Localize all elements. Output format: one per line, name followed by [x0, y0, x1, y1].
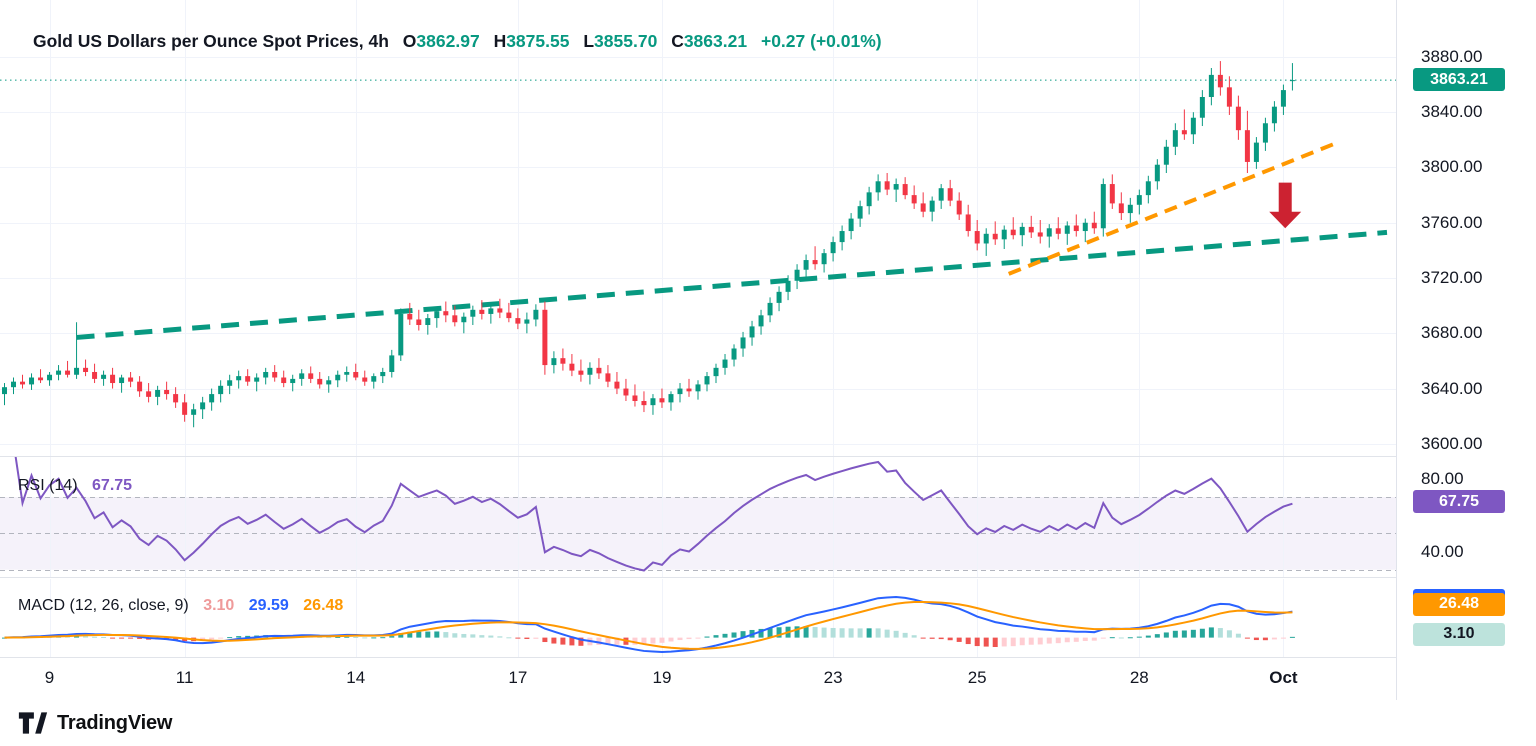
ohlc-open: O3862.97 [402, 31, 480, 51]
time-axis-label: 9 [44, 668, 55, 687]
time-axis-label: 11 [175, 668, 194, 687]
macd-pane-canvas[interactable] [0, 579, 1396, 658]
macd-legend[interactable]: MACD (12, 26, close, 9) 3.10 29.59 26.48 [18, 597, 343, 615]
ohlc-low: L3855.70 [583, 31, 658, 51]
tradingview-logo-icon[interactable] [18, 711, 48, 735]
price-tick-label: 3840.00 [1421, 102, 1483, 122]
rsi-title: RSI (14) [18, 477, 78, 494]
time-axis[interactable]: 9 11 14 17 19 23 25 28 Oct [0, 658, 1396, 700]
time-axis-label: 17 [508, 668, 528, 687]
time-axis-label: 23 [823, 668, 843, 687]
price-change: +0.27 (+0.01%) [760, 31, 882, 51]
macd-line-value: 29.59 [248, 597, 289, 614]
pane-separator[interactable] [0, 456, 1536, 457]
macd-hist-value: 3.10 [203, 597, 235, 614]
pane-separator[interactable] [0, 577, 1536, 578]
rsi-value-badge: 67.75 [1413, 490, 1505, 514]
time-axis-label: 19 [652, 668, 672, 687]
time-axis-label: 14 [346, 668, 366, 687]
current-price-badge: 3863.21 [1413, 68, 1505, 92]
symbol-legend[interactable]: Gold US Dollars per Ounce Spot Prices, 4… [33, 31, 882, 52]
rsi-pane-canvas[interactable] [0, 457, 1396, 577]
ohlc-high: H3875.55 [493, 31, 570, 51]
time-axis-label: Oct [1269, 668, 1298, 687]
price-tick-label: 3880.00 [1421, 46, 1483, 66]
time-axis-label: 25 [967, 668, 987, 687]
brand-name[interactable]: TradingView [57, 711, 173, 734]
time-axis-label: 28 [1129, 668, 1149, 687]
price-tick-label: 3600.00 [1421, 433, 1483, 453]
symbol-title: Gold US Dollars per Ounce Spot Prices, 4… [33, 31, 389, 51]
macd-signal-value: 26.48 [303, 597, 344, 614]
price-tick-label: 3800.00 [1421, 157, 1483, 177]
rsi-legend[interactable]: RSI (14) 67.75 [18, 477, 132, 495]
price-tick-label: 3720.00 [1421, 268, 1483, 288]
pane-separator[interactable] [0, 657, 1536, 658]
price-tick-label: 3680.00 [1421, 323, 1483, 343]
price-tick-label: 3640.00 [1421, 378, 1483, 398]
rsi-value: 67.75 [92, 477, 133, 494]
macd-signal-badge: 26.48 [1413, 592, 1505, 616]
macd-title: MACD (12, 26, close, 9) [18, 597, 189, 614]
price-axis[interactable]: 3880.00 3840.00 3800.00 3760.00 3720.00 3680.… [1396, 0, 1536, 700]
ohlc-close: C3863.21 [671, 31, 748, 51]
rsi-tick-label: 80.00 [1421, 468, 1464, 488]
macd-hist-badge: 3.10 [1413, 622, 1505, 646]
price-pane-canvas[interactable] [0, 0, 1396, 456]
footer: TradingView [0, 700, 1536, 746]
price-tick-label: 3760.00 [1421, 212, 1483, 232]
rsi-tick-label: 40.00 [1421, 541, 1464, 561]
